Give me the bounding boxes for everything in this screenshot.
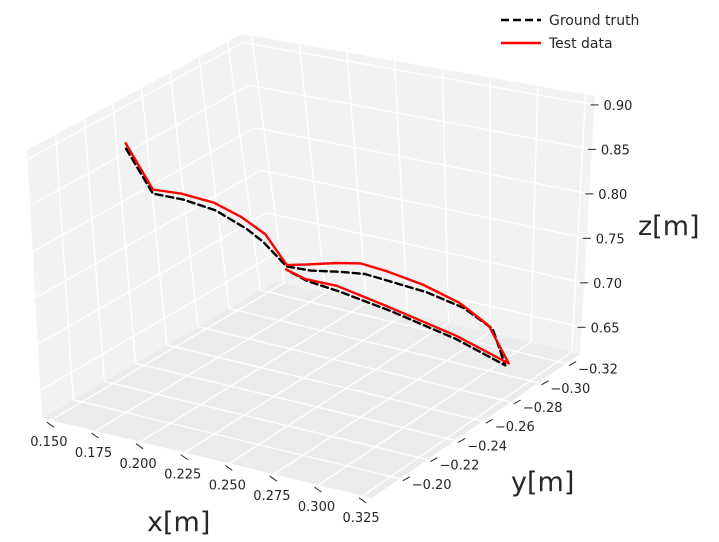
z-tick-label: 0.85 xyxy=(601,143,630,158)
legend-ground-truth-label: Ground truth xyxy=(549,13,639,29)
z-gridline-left xyxy=(32,127,256,253)
x-tick-label: 0.150 xyxy=(30,435,67,450)
y-gridline-left xyxy=(83,119,106,382)
x-tick-mark xyxy=(358,497,367,504)
x-gridline-floor xyxy=(318,341,532,486)
x-tick-label: 0.225 xyxy=(164,468,201,483)
z-tick-label: 0.90 xyxy=(604,99,633,114)
x-tick-label: 0.200 xyxy=(119,457,156,472)
y-gridline-left xyxy=(112,103,137,364)
x-tick-mark xyxy=(46,421,55,428)
x-gridline-back xyxy=(441,69,450,323)
z-gridline-left xyxy=(40,254,273,391)
x-gridline-back xyxy=(346,52,368,303)
y-gridline-floor xyxy=(73,399,400,480)
y-tick-mark xyxy=(402,476,410,482)
legend: Ground truth Test data xyxy=(501,13,639,52)
z-axis-label: z[m] xyxy=(638,211,700,242)
y-tick-mark xyxy=(513,399,521,405)
z-gridline-back xyxy=(243,41,595,106)
z-tick-label: 0.70 xyxy=(593,277,622,292)
z-gridline-left xyxy=(27,41,244,160)
x-gridline-back xyxy=(298,43,326,293)
y-tick-label: −0.22 xyxy=(440,459,480,474)
series-line-test-data xyxy=(124,142,510,365)
y-gridline-floor xyxy=(229,307,539,384)
left-pane xyxy=(27,34,276,418)
x-tick-mark xyxy=(180,454,188,461)
series-line-ground-truth xyxy=(124,147,507,367)
x-tick-mark xyxy=(135,443,144,450)
y-tick-label: −0.26 xyxy=(495,420,535,435)
x-tick-label: 0.325 xyxy=(342,511,379,526)
y-tick-mark xyxy=(568,361,577,367)
x-tick-label: 0.250 xyxy=(209,478,246,493)
y-tick-mark xyxy=(541,380,549,386)
y-gridline-left xyxy=(198,57,230,309)
x-gridline-back xyxy=(530,85,539,343)
z-tick-label: 0.75 xyxy=(596,232,625,247)
y-gridline-floor xyxy=(135,362,456,442)
x-gridline-floor xyxy=(95,292,326,432)
z-gridline-left xyxy=(29,84,250,207)
y-gridline-floor xyxy=(260,289,567,365)
x-gridline-floor xyxy=(184,312,408,454)
z-tick-label: 0.65 xyxy=(591,321,620,336)
x-tick-label: 0.275 xyxy=(253,489,290,504)
y-gridline-floor xyxy=(104,380,428,461)
series-lines xyxy=(124,142,510,367)
y-gridline-left xyxy=(227,41,262,291)
x-tick-label: 0.175 xyxy=(75,446,112,461)
x-gridline-floor xyxy=(362,351,573,497)
y-gridline-floor xyxy=(197,326,511,403)
x-gridline-back xyxy=(571,94,587,353)
y-tick-label: −0.24 xyxy=(467,439,507,454)
z-tick-label: 0.80 xyxy=(598,188,627,203)
y-tick-label: −0.28 xyxy=(523,401,563,416)
y-tick-mark xyxy=(485,418,494,424)
y-gridline-floor xyxy=(166,344,484,422)
y-tick-mark xyxy=(430,457,438,463)
x-tick-label: 0.300 xyxy=(298,500,335,515)
x-axis-label: x[m] xyxy=(147,507,210,538)
x-gridline-floor xyxy=(50,282,285,421)
legend-test-data-label: Test data xyxy=(548,36,613,52)
x-tick-mark xyxy=(225,464,233,471)
grid-lines xyxy=(27,35,595,497)
y-tick-label: −0.20 xyxy=(412,478,452,493)
z-gridline-left xyxy=(34,169,262,299)
x-gridline-floor xyxy=(228,321,449,464)
x-gridline-floor xyxy=(273,331,490,475)
tick-labels: 0.150 0.175 0.200 0.225 0.250 0.275 0.300 0.325… xyxy=(30,99,632,526)
x-tick-mark xyxy=(314,486,322,493)
y-gridline-left xyxy=(141,88,168,345)
back-pane xyxy=(242,34,595,354)
x-tick-mark xyxy=(269,475,278,482)
y-gridline-left xyxy=(55,134,74,400)
z-gridline-back xyxy=(254,127,590,195)
z-gridline-back xyxy=(266,212,585,284)
y-tick-label: −0.30 xyxy=(550,382,590,397)
z-gridline-back xyxy=(248,84,593,151)
x-gridline-back xyxy=(393,60,409,313)
z-gridline-left xyxy=(37,212,267,345)
x-gridline-back xyxy=(250,35,285,284)
y-tick-label: −0.32 xyxy=(578,363,618,378)
z-gridline-back xyxy=(260,169,587,239)
x-gridline-floor xyxy=(139,302,367,443)
y-axis-label: y[m] xyxy=(511,467,574,498)
y-tick-mark xyxy=(457,437,466,443)
x-tick-mark xyxy=(91,432,99,439)
